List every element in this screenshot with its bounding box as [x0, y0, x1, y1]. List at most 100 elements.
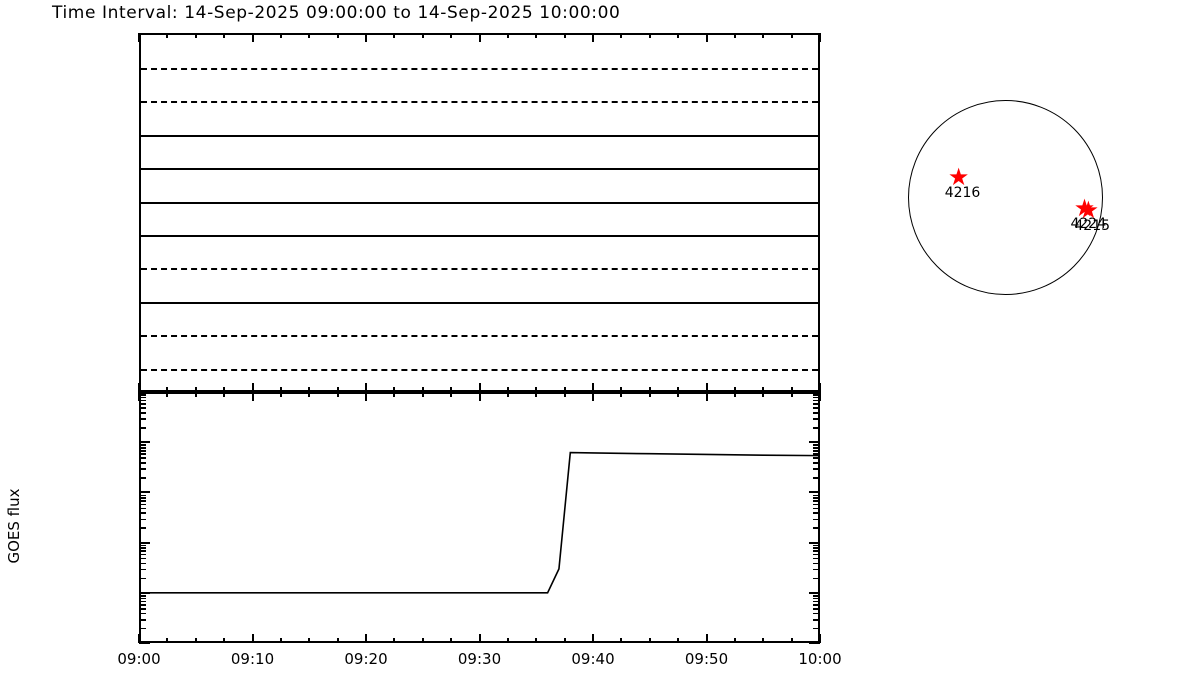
x-tick: [251, 634, 254, 643]
y-tick-minor: [139, 453, 146, 455]
x-tick: [592, 33, 594, 42]
y-tick-major: [139, 391, 150, 393]
x-tick: [677, 33, 680, 38]
y-tick-minor: [813, 603, 820, 606]
y-tick-minor: [139, 518, 146, 521]
x-tick: [194, 638, 197, 643]
y-tick-minor: [139, 568, 146, 571]
x-tick: [790, 387, 793, 392]
filter-row: [141, 235, 818, 237]
filter-row: [141, 369, 818, 371]
y-tick-minor: [139, 427, 146, 429]
y-tick-minor: [813, 411, 820, 414]
filter-row: [141, 202, 818, 204]
x-tick: [506, 392, 509, 397]
y-tick-major: [809, 491, 820, 494]
y-tick-minor: [139, 619, 146, 621]
x-tick: [450, 392, 453, 397]
x-tick: [733, 387, 736, 392]
y-tick-minor: [139, 527, 146, 530]
x-tick: [506, 33, 509, 38]
filter-row: [141, 268, 818, 270]
y-tick-minor: [139, 457, 146, 459]
x-tick: [762, 392, 765, 397]
x-tick: [138, 392, 140, 401]
active-region-star-icon: ★: [947, 163, 970, 192]
y-tick-minor: [139, 447, 146, 449]
x-tick: [166, 33, 169, 38]
y-tick-minor: [813, 453, 820, 455]
y-tick-minor: [813, 527, 820, 530]
x-tick: [705, 33, 708, 42]
x-tick: [308, 33, 311, 38]
x-tick: [393, 638, 396, 643]
y-tick-minor: [813, 394, 820, 396]
y-tick-major: [809, 391, 820, 393]
x-tick: [138, 383, 140, 392]
x-tick: [478, 33, 481, 42]
x-tick: [705, 383, 708, 392]
y-tick-minor: [139, 507, 146, 510]
x-tick: [620, 387, 623, 392]
y-tick-minor: [813, 597, 820, 600]
y-tick-minor: [813, 577, 820, 580]
y-tick-minor: [139, 411, 146, 414]
y-tick-minor: [139, 497, 146, 499]
x-tick: [365, 634, 367, 643]
x-tick: [223, 638, 226, 643]
x-tick: [677, 392, 680, 397]
x-tick: [733, 638, 736, 643]
y-tick-minor: [813, 407, 820, 409]
y-tick-minor: [813, 612, 820, 615]
flux-axis-title: GOES flux: [5, 488, 23, 564]
y-tick-minor: [139, 597, 146, 600]
x-tick: [478, 392, 481, 401]
x-tick: [506, 638, 509, 643]
x-tick: [138, 33, 140, 42]
y-tick-minor: [813, 550, 820, 552]
x-tick: [450, 638, 453, 643]
x-tick-label: 09:30: [457, 650, 502, 668]
x-tick: [279, 387, 282, 392]
y-tick-minor: [139, 449, 146, 452]
filter-row: [141, 335, 818, 337]
y-tick-major: [139, 541, 150, 544]
y-tick-minor: [813, 553, 820, 556]
x-tick: [393, 392, 396, 397]
x-tick: [478, 634, 481, 643]
x-tick: [393, 387, 396, 392]
filter-row: [141, 135, 818, 137]
x-tick: [336, 33, 339, 38]
y-tick-minor: [139, 407, 146, 409]
y-tick-minor: [813, 500, 820, 502]
solar-disk-map: ★ 4216 ★ 4224 ★ 4215: [860, 60, 1160, 350]
y-tick-minor: [139, 477, 146, 479]
y-tick-minor: [813, 399, 820, 402]
y-tick-minor: [813, 512, 820, 514]
y-tick-minor: [813, 444, 820, 447]
x-tick: [592, 634, 594, 643]
x-tick: [592, 392, 594, 401]
filter-row: [141, 101, 818, 103]
x-tick: [308, 387, 311, 392]
goes-flux-curve: [139, 451, 821, 594]
x-tick: [279, 638, 282, 643]
y-tick-minor: [813, 396, 820, 399]
x-tick: [648, 387, 651, 392]
x-tick: [251, 33, 254, 42]
y-tick-minor: [139, 403, 146, 405]
x-tick: [733, 392, 736, 397]
y-tick-minor: [139, 503, 146, 506]
y-tick-minor: [139, 468, 146, 471]
x-tick: [336, 638, 339, 643]
y-tick-minor: [139, 612, 146, 615]
y-tick-minor: [139, 557, 146, 560]
x-tick: [450, 387, 453, 392]
goes-flux-panel: [139, 392, 821, 643]
x-tick: [194, 392, 197, 397]
x-tick: [563, 33, 566, 38]
y-tick-minor: [139, 547, 146, 550]
filter-timeline-panel: [139, 33, 820, 392]
x-tick: [223, 392, 226, 397]
y-tick-minor: [813, 503, 820, 506]
